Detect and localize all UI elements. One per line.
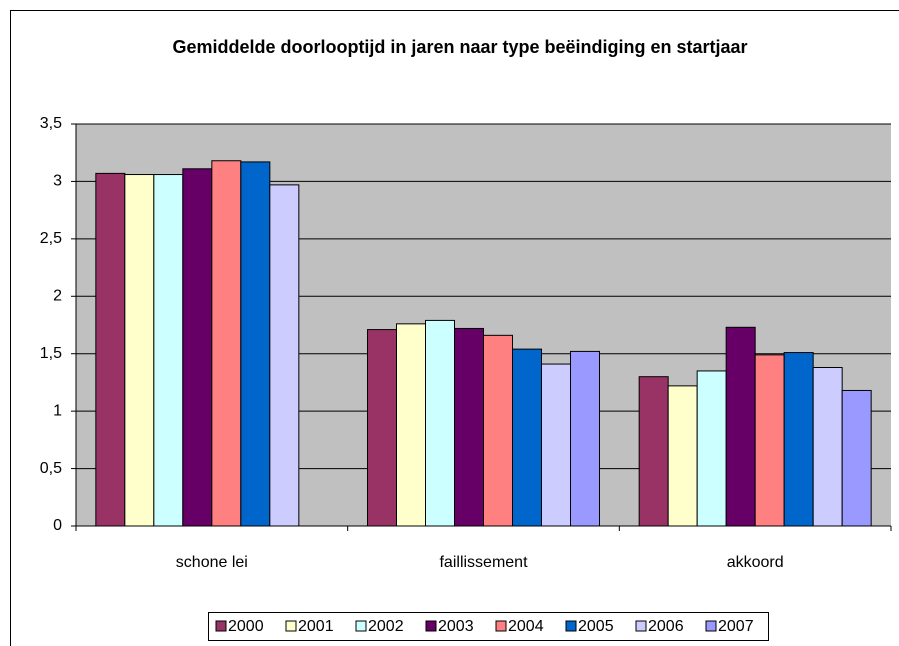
bar <box>783 352 814 527</box>
bar <box>211 160 242 527</box>
legend-swatch <box>635 620 647 632</box>
bar <box>153 174 184 527</box>
bar <box>95 172 126 527</box>
bar <box>483 334 513 527</box>
y-tick-label: 3 <box>53 173 62 190</box>
y-tick-label: 2 <box>53 288 62 305</box>
y-tick-label: 0 <box>53 517 62 534</box>
legend-label: 2002 <box>368 618 404 635</box>
legend-swatch <box>705 620 717 632</box>
x-tick-label: akkoord <box>727 554 784 571</box>
bar <box>182 168 213 527</box>
y-tick-label: 0,5 <box>40 460 62 477</box>
legend-label: 2006 <box>648 618 684 635</box>
legend-label: 2005 <box>578 618 614 635</box>
bar <box>541 363 571 527</box>
bar <box>570 350 600 527</box>
legend-swatch <box>425 620 437 632</box>
legend-label: 2003 <box>438 618 474 635</box>
legend-label: 2000 <box>228 618 264 635</box>
bar <box>512 348 542 527</box>
y-tick-label: 2,5 <box>40 230 62 247</box>
bar <box>124 174 155 527</box>
legend-swatch <box>565 620 577 632</box>
bar <box>754 354 785 527</box>
chart-title: Gemiddelde doorlooptijd in jaren naar ty… <box>172 37 748 57</box>
legend-label: 2004 <box>508 618 544 635</box>
y-tick-label: 1 <box>53 402 62 419</box>
y-tick-label: 3,5 <box>40 115 62 132</box>
legend-swatch <box>285 620 297 632</box>
legend-label: 2001 <box>298 618 334 635</box>
legend-box <box>208 612 769 641</box>
bar <box>841 389 872 527</box>
x-tick-label: schone lei <box>176 554 248 571</box>
x-tick-label: faillissement <box>439 554 528 571</box>
bar <box>638 376 669 527</box>
y-tick-label: 1,5 <box>40 345 62 362</box>
bar <box>269 184 300 527</box>
bar <box>454 327 484 527</box>
bar <box>367 329 397 527</box>
bar <box>667 385 698 527</box>
bar <box>725 326 756 527</box>
bar <box>696 370 727 527</box>
bar <box>240 161 271 527</box>
legend-swatch <box>215 620 227 632</box>
legend-swatch <box>355 620 367 632</box>
bar <box>425 319 455 527</box>
legend-swatch <box>495 620 507 632</box>
legend-label: 2007 <box>718 618 754 635</box>
bar <box>396 323 426 527</box>
bar <box>812 366 843 527</box>
